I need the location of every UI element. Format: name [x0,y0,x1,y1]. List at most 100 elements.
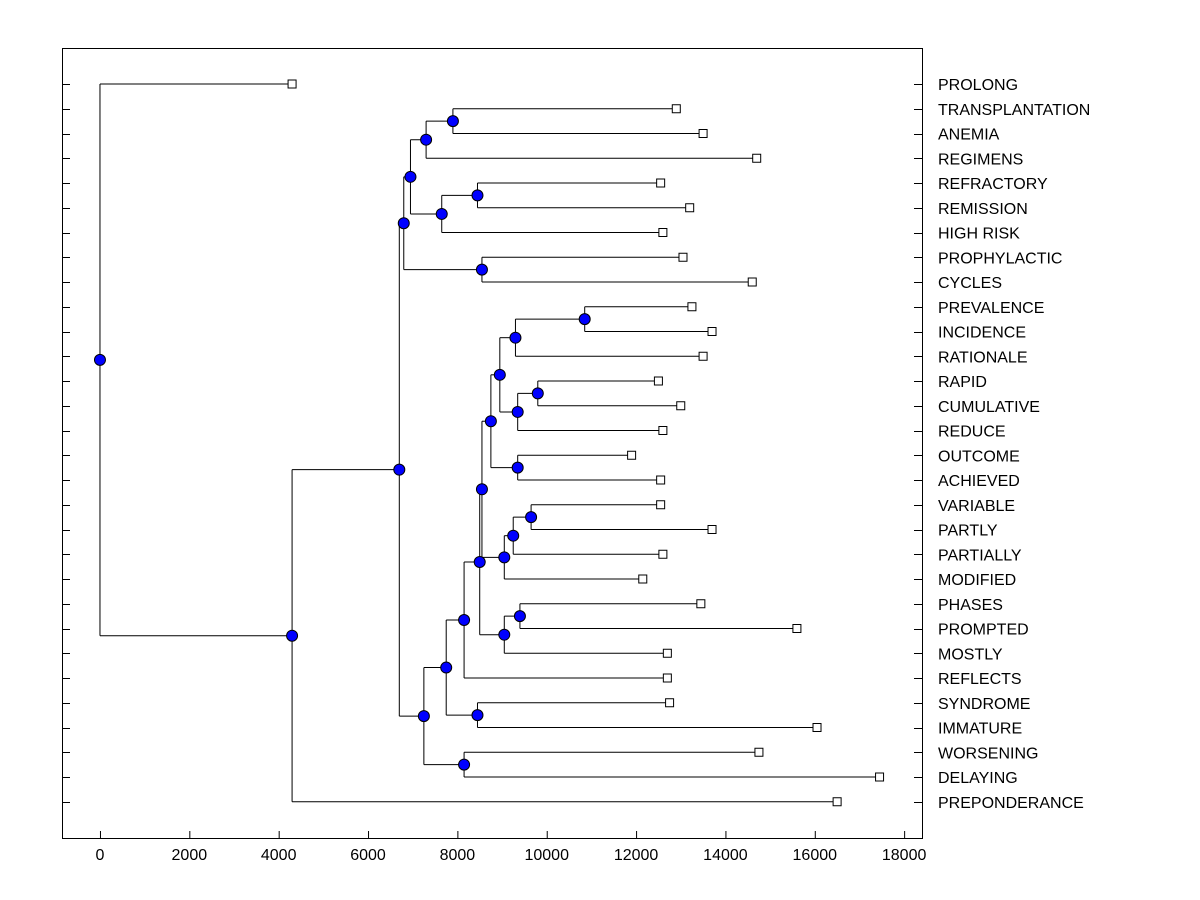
leaf-marker-cycles [747,277,757,287]
leaf-label-partially: PARTIALLY [938,547,1022,564]
leaf-label-prolong: PROLONG [938,77,1018,94]
leaf-label-reflects: REFLECTS [938,671,1022,688]
x-tick-label-14000: 14000 [703,847,748,864]
leaf-marker-prompted [792,624,802,633]
node-marker-n-outc-achi [511,461,524,474]
leaf-label-variable: VARIABLE [938,498,1015,515]
x-tick-label-0: 0 [96,847,105,864]
leaf-marker-rationale [698,351,708,361]
leaf-marker-prevalence [687,302,697,312]
leaf-marker-immature [812,723,822,732]
node-marker-n-mid-grp [475,483,488,496]
node-marker-n-prop-cycl [475,263,488,276]
leaf-marker-variable [656,500,666,510]
leaf-label-incidence: INCIDENCE [938,325,1026,342]
plot-frame [62,48,923,839]
leaf-label-regimens: REGIMENS [938,151,1023,168]
leaf-marker-partially [658,549,668,559]
leaf-marker-phases [696,599,706,609]
x-tick-label-18000: 18000 [882,847,927,864]
leaf-label-reduce: REDUCE [938,424,1006,441]
node-marker-n-root [93,353,106,366]
node-marker-n-pp-most [498,628,511,641]
leaf-marker-worsening [754,747,764,757]
node-marker-n-top-mid [404,170,417,183]
leaf-label-remission: REMISSION [938,201,1028,218]
leaf-marker-outcome [627,450,637,460]
node-marker-n-main [393,463,406,476]
leaf-label-anemia: ANEMIA [938,127,1000,144]
leaf-label-refractory: REFRACTORY [938,176,1048,193]
leaf-marker-regimens [752,153,762,163]
leaf-marker-high-risk [658,228,668,237]
leaf-marker-prophylactic [678,252,688,262]
node-marker-n-mpr-si [440,661,453,674]
leaf-label-modified: MODIFIED [938,572,1016,589]
leaf-labels: PROLONG TRANSPLANTATION ANEMIA REGIMENS REFR… [938,77,1090,812]
node-marker-n-rr-high [435,207,448,220]
leaf-marker-rapid [653,376,663,386]
leaf-label-syndrome: SYNDROME [938,696,1030,713]
leaf-marker-reduce [658,426,668,435]
leaf-marker-remission [685,203,695,213]
node-marker-n-prev-inci [578,313,591,326]
node-marker-n-refr-remi [471,189,484,202]
leaf-label-outcome: OUTCOME [938,448,1020,465]
node-marker-n-pi-rati [509,331,522,344]
leaf-marker-partly [707,525,717,534]
node-marker-n-trans-anem [446,115,459,128]
leaf-marker-anemia [698,129,708,138]
leaf-label-immature: IMMATURE [938,721,1022,738]
leaf-marker-preponderance [832,797,842,807]
node-marker-n-mp-refl [458,613,471,626]
leaf-label-rapid: RAPID [938,374,987,391]
dendrogram-links [99,83,880,803]
leaf-label-prompted: PROMPTED [938,622,1029,639]
leaf-label-delaying: DELAYING [938,770,1018,787]
leaf-marker-prolong [287,79,297,89]
node-marker-n-phas-prom [513,610,526,623]
leaf-label-mostly: MOSTLY [938,646,1003,663]
leaf-label-partly: PARTLY [938,523,998,540]
node-marker-n-top-all [397,217,410,230]
node-marker-n-wors-dela [458,758,471,771]
leaf-label-transplantation: TRANSPLANTATION [938,102,1090,119]
node-marker-n-vari-part [525,511,538,524]
merge-node-markers [93,115,591,771]
leaf-label-high-risk: HIGH RISK [938,226,1020,243]
leaf-label-phases: PHASES [938,597,1003,614]
node-marker-n-mid-ppm [473,555,486,568]
x-axis-tick-labels: 0 2000 4000 6000 8000 10000 12000 14000 16000 180… [96,847,927,864]
leaf-marker-refractory [656,178,666,188]
leaf-marker-mostly [662,648,672,658]
leaf-label-worsening: WORSENING [938,745,1038,762]
leaf-marker-syndrome [665,698,675,708]
leaf-marker-cumulative [676,401,686,411]
node-marker-n-rapi-cumu [531,387,544,400]
x-tick-label-8000: 8000 [440,847,476,864]
x-tick-label-2000: 2000 [172,847,208,864]
node-marker-n-ta-regi [420,133,433,146]
leaf-label-preponderance: PREPONDERANCE [938,795,1084,812]
leaf-marker-achieved [656,475,666,485]
leaf-label-cumulative: CUMULATIVE [938,399,1040,416]
node-marker-n-vp-pall [507,529,520,542]
x-tick-label-6000: 6000 [350,847,386,864]
tick-marks [62,84,922,838]
node-marker-n-main-prep [286,629,299,642]
leaf-marker-transplantation [671,104,681,114]
leaf-label-prevalence: PREVALENCE [938,300,1044,317]
x-tick-label-16000: 16000 [793,847,838,864]
leaf-marker-modified [638,574,648,584]
leaf-label-achieved: ACHIEVED [938,473,1020,490]
node-marker-n-synd-imma [471,709,484,722]
leaf-marker-delaying [875,772,885,782]
leaf-label-rationale: RATIONALE [938,349,1028,366]
node-marker-n-pir-rcr [493,368,506,381]
node-marker-n-vpp-modi [498,551,511,564]
x-tick-label-4000: 4000 [261,847,297,864]
node-marker-n-low-mid [417,710,430,723]
leaf-markers [287,79,885,807]
leaf-marker-reflects [662,673,672,683]
